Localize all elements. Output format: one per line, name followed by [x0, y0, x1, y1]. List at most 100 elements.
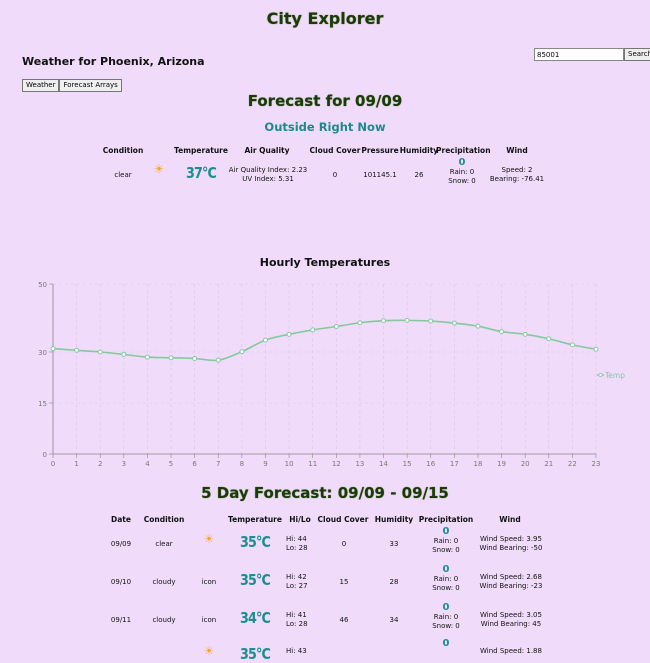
row-precip-value: 0 [442, 526, 450, 537]
header-air-quality: Air Quality [244, 146, 290, 155]
row-wind-speed: Wind Speed: 2.68 [480, 573, 542, 581]
row-wind: Wind Speed: 3.95 Wind Bearing: -50 [470, 535, 552, 553]
row-icon-text: icon [201, 616, 217, 624]
temp-data-point [239, 349, 245, 355]
hourly-chart-title: Hourly Temperatures [259, 256, 391, 269]
row-wind: Wind Speed: 2.68 Wind Bearing: -23 [470, 573, 552, 591]
row-wind-speed: Wind Speed: 3.95 [480, 535, 542, 543]
header-condition: Condition [143, 515, 185, 524]
current-condition: clear [114, 171, 132, 179]
temp-data-point [357, 320, 363, 326]
row-hi: Hi: 43 [286, 647, 307, 655]
row-temperature: 35°C [239, 571, 271, 589]
temp-data-point [499, 329, 505, 335]
current-precipitation: 0 Rain: 0 Snow: 0 [440, 157, 484, 186]
temp-data-point [333, 324, 339, 329]
row-cloud-cover: 15 [339, 578, 349, 586]
row-humidity: 28 [389, 578, 399, 586]
x-tick-label: 4 [145, 460, 150, 468]
row-date: 09/11 [110, 616, 132, 624]
row-hilo: Hi: 41 Lo: 28 [286, 611, 314, 629]
row-wind-bearing: Wind Bearing: -50 [479, 544, 543, 552]
row-precipitation: 0 [424, 638, 468, 649]
header-cloud-cover: Cloud Cover [317, 515, 369, 524]
sun-icon: ☀ [203, 532, 215, 546]
search-bar: Search [534, 48, 650, 61]
forecast-title: Forecast for 09/09 [247, 92, 403, 110]
temp-data-point [215, 357, 221, 363]
row-lo: Lo: 27 [286, 582, 308, 590]
x-tick-label: 2 [98, 460, 102, 468]
row-precip-value: 0 [442, 602, 450, 613]
row-wind-bearing: Wind Bearing: 45 [480, 620, 542, 628]
location-title: Weather for Phoenix, Arizona [22, 55, 205, 68]
precipitation-value: 0 [458, 157, 466, 168]
search-input[interactable] [534, 48, 624, 61]
current-air-quality: Air Quality Index: 2.23 UV Index: 5.31 [226, 166, 310, 184]
current-conditions-title: Outside Right Now [264, 120, 386, 134]
row-wind: Wind Speed: 3.05 Wind Bearing: 45 [470, 611, 552, 629]
temp-data-point [569, 342, 575, 348]
row-cloud-cover: 46 [339, 616, 349, 624]
temp-data-point [381, 318, 387, 324]
tab-forecast-arrays[interactable]: Forecast Arrays [59, 79, 122, 92]
row-temperature: 34°C [239, 609, 271, 627]
row-rain: Rain: 0 [433, 575, 459, 583]
temp-data-point [97, 349, 103, 355]
temp-data-point [121, 351, 127, 357]
wind-bearing: Bearing: -76.41 [489, 175, 545, 183]
tab-weather[interactable]: Weather [22, 79, 60, 92]
rain-value: Rain: 0 [449, 168, 475, 176]
header-date: Date [111, 515, 131, 524]
row-precipitation: 0 Rain: 0 Snow: 0 [424, 602, 468, 631]
x-tick-label: 20 [521, 460, 530, 468]
x-tick-label: 1 [74, 460, 78, 468]
row-humidity: 33 [389, 540, 399, 548]
current-humidity: 26 [414, 171, 424, 179]
temp-data-point [50, 346, 56, 352]
row-hilo: Hi: 44 Lo: 28 [286, 535, 314, 553]
temp-series-line [52, 319, 597, 362]
header-temperature: Temperature [228, 515, 282, 524]
row-hilo: Hi: 42 Lo: 27 [286, 573, 314, 591]
sun-icon: ☀ [153, 162, 165, 176]
header-wind: Wind [499, 515, 521, 524]
header-condition: Condition [102, 146, 144, 155]
header-hilo: Hi/Lo [289, 515, 311, 524]
temp-data-point [286, 331, 292, 337]
temp-data-point [593, 346, 599, 352]
snow-value: Snow: 0 [448, 177, 476, 185]
row-date: 09/10 [110, 578, 132, 586]
row-rain: Rain: 0 [433, 613, 459, 621]
row-wind: Wind Speed: 1.88 [470, 647, 552, 656]
y-tick-label: 30 [38, 349, 47, 357]
temp-data-point [522, 331, 528, 337]
x-tick-label: 11 [308, 460, 317, 468]
row-precip-value: 0 [442, 638, 450, 649]
legend-label: Temp [604, 371, 625, 380]
temp-data-point [262, 337, 268, 343]
header-humidity: Humidity [374, 515, 414, 524]
row-condition: cloudy [152, 578, 176, 586]
temp-data-point [475, 323, 481, 329]
x-tick-label: 15 [403, 460, 412, 468]
search-button[interactable]: Search [624, 48, 650, 61]
temp-data-point [451, 320, 457, 326]
temp-data-point [74, 347, 80, 353]
x-tick-label: 12 [332, 460, 341, 468]
row-precipitation: 0 Rain: 0 Snow: 0 [424, 526, 468, 555]
wind-speed: Speed: 2 [501, 166, 533, 174]
x-tick-label: 0 [51, 460, 55, 468]
current-temperature: 37°C [185, 164, 217, 182]
current-wind: Speed: 2 Bearing: -76.41 [484, 166, 550, 184]
hourly-temperature-chart: 0 1 2 3 4 5 6 7 8 9 10 11 12 13 14 15 16 17 18 19 20 21 22 2301… [38, 281, 625, 468]
x-tick-label: 5 [169, 460, 173, 468]
temp-data-point [144, 354, 150, 360]
x-tick-label: 6 [192, 460, 197, 468]
row-date: 09/09 [110, 540, 132, 548]
x-tick-label: 3 [122, 460, 126, 468]
header-cloud-cover: Cloud Cover [309, 146, 361, 155]
row-humidity: 34 [389, 616, 399, 624]
row-snow: Snow: 0 [432, 546, 460, 554]
x-tick-label: 9 [263, 460, 267, 468]
